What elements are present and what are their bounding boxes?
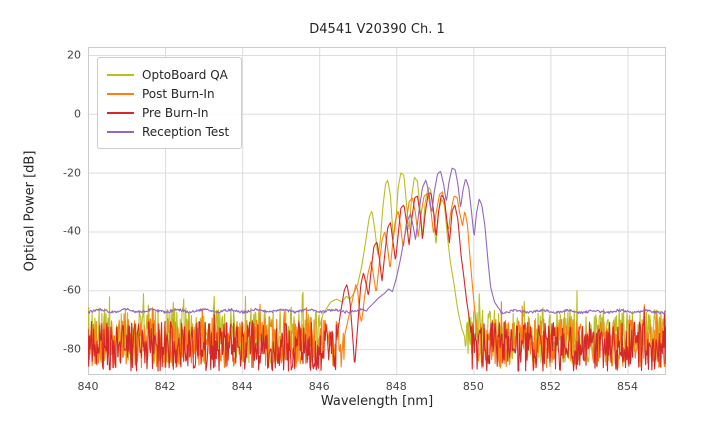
y-tick-label: -20 xyxy=(63,166,81,180)
y-tick-label: 20 xyxy=(67,48,81,62)
x-tick-label: 852 xyxy=(539,380,561,393)
chart-title: D4541 V20390 Ch. 1 xyxy=(309,22,445,37)
x-axis-label: Wavelength [nm] xyxy=(320,394,434,409)
x-tick-label: 846 xyxy=(308,380,330,393)
legend-line-post-burn-in xyxy=(107,92,134,95)
legend: OptoBoard QA Post Burn-In Pre Burn-In Re… xyxy=(97,57,243,149)
y-tick-label: -40 xyxy=(63,224,81,238)
legend-entry-reception-test: Reception Test xyxy=(107,122,229,141)
y-tick-label: -60 xyxy=(63,283,81,297)
x-tick-label: 854 xyxy=(616,380,638,393)
legend-entry-pre-burn-in: Pre Burn-In xyxy=(107,103,229,122)
x-tick-label: 842 xyxy=(154,380,176,393)
x-tick-label: 848 xyxy=(385,380,407,393)
legend-label-pre-burn-in: Pre Burn-In xyxy=(142,105,209,120)
legend-label-post-burn-in: Post Burn-In xyxy=(142,86,215,101)
legend-line-optoboard-qa xyxy=(107,73,134,76)
legend-line-pre-burn-in xyxy=(107,111,134,114)
legend-entry-post-burn-in: Post Burn-In xyxy=(107,84,229,103)
x-tick-label: 844 xyxy=(231,380,253,393)
legend-label-reception-test: Reception Test xyxy=(142,124,230,139)
legend-label-optoboard-qa: OptoBoard QA xyxy=(142,67,228,82)
x-tick-label: 850 xyxy=(462,380,484,393)
legend-line-reception-test xyxy=(107,130,134,133)
legend-entry-optoboard-qa: OptoBoard QA xyxy=(107,65,229,84)
y-tick-label: 0 xyxy=(74,107,81,121)
y-tick-label: -80 xyxy=(63,342,81,356)
y-axis-label: Optical Power [dB] xyxy=(22,150,38,272)
x-tick-label: 840 xyxy=(77,380,99,393)
